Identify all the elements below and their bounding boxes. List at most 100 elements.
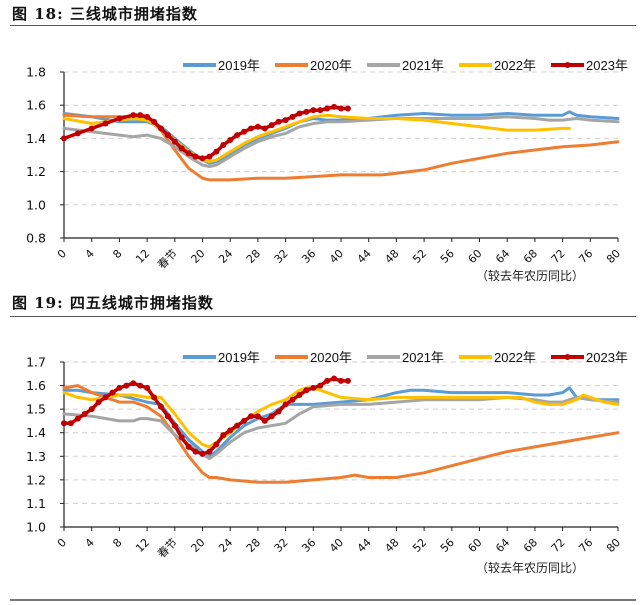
data-point: [289, 396, 296, 403]
figure-18-title-rule: [10, 25, 636, 26]
x-tick-label: 春节: [155, 247, 180, 272]
data-point: [151, 394, 158, 401]
x-tick-label: 0: [55, 247, 69, 261]
y-tick-label: 1.8: [26, 65, 46, 80]
data-point: [74, 130, 81, 137]
data-point: [324, 377, 331, 384]
x-tick-label: 80: [604, 536, 623, 555]
y-tick-label: 1.5: [26, 402, 46, 417]
data-point: [338, 377, 344, 384]
data-point: [338, 105, 344, 112]
legend-label: 2021年: [402, 58, 444, 73]
legend-item: 2019年: [183, 58, 260, 73]
data-point: [213, 148, 220, 155]
data-point: [178, 145, 185, 152]
data-point: [220, 142, 227, 149]
legend-label: 2022年: [494, 58, 536, 73]
figure-19-chart: 1.01.11.21.31.41.51.61.70 4 8 12 春节 20 24 28 32 3…: [26, 350, 628, 575]
data-point: [317, 382, 324, 389]
data-point: [344, 377, 351, 384]
data-point: [102, 120, 109, 127]
data-point: [331, 375, 338, 382]
figure-18-chart: 0.81.01.21.41.61.80 4 8 12 春节 20 24 28 32 36 40 44 4…: [26, 58, 628, 283]
legend-label: 2023年: [586, 58, 628, 73]
data-point: [275, 118, 282, 125]
y-tick-label: 1.3: [26, 449, 46, 464]
x-tick-label: 76: [576, 247, 595, 266]
legend-item: 2021年: [367, 58, 444, 73]
x-tick-label: 60: [466, 536, 485, 555]
data-point: [220, 432, 227, 439]
data-point: [144, 113, 151, 120]
x-tick-label: 56: [438, 536, 457, 555]
data-point: [247, 413, 254, 420]
data-point: [130, 112, 137, 119]
data-point: [275, 408, 282, 415]
data-point: [88, 406, 95, 413]
y-tick-label: 1.2: [26, 472, 46, 487]
x-tick-label: 68: [521, 536, 540, 555]
data-point: [310, 384, 317, 391]
x-tick-label: 20: [189, 536, 208, 555]
x-tick-label: 4: [83, 536, 97, 550]
data-point: [199, 450, 206, 457]
x-tick-label: 28: [244, 536, 263, 555]
x-tick-label: 40: [327, 247, 346, 266]
x-tick-label: 52: [410, 247, 429, 266]
x-axis-title: （较去年农历同比）: [476, 268, 584, 283]
x-tick-label: 80: [604, 247, 623, 266]
data-point: [213, 441, 220, 448]
bottom-rule: [10, 599, 636, 601]
data-point: [254, 123, 261, 130]
x-tick-label: 44: [355, 536, 374, 555]
x-tick-label: 24: [216, 536, 235, 555]
x-tick-label: 28: [244, 247, 263, 266]
data-point: [102, 394, 109, 401]
y-tick-label: 1.2: [26, 164, 46, 179]
data-point: [157, 403, 164, 410]
data-point: [151, 118, 158, 125]
legend-item: 2021年: [367, 350, 444, 365]
x-tick-label: 4: [83, 247, 97, 261]
data-point: [164, 413, 171, 420]
data-point: [185, 150, 192, 157]
data-point: [206, 153, 213, 160]
x-tick-label: 48: [382, 247, 401, 266]
data-point: [192, 153, 199, 160]
data-point: [116, 115, 123, 122]
data-point: [331, 103, 338, 110]
data-point: [144, 384, 151, 391]
data-point: [199, 155, 206, 162]
legend-item: 2022年: [459, 350, 536, 365]
legend-label: 2023年: [586, 350, 628, 365]
data-point: [296, 392, 303, 398]
legend-marker: [564, 354, 571, 360]
data-point: [137, 382, 144, 389]
data-point: [268, 122, 275, 129]
data-point: [234, 132, 241, 139]
y-tick-label: 1.4: [26, 425, 46, 440]
data-point: [192, 448, 199, 455]
data-point: [317, 107, 324, 114]
data-point: [282, 117, 289, 124]
legend-label: 2022年: [494, 350, 536, 365]
y-tick-label: 1.4: [26, 131, 46, 146]
data-point: [123, 382, 130, 389]
legend-label: 2019年: [218, 350, 260, 365]
data-point: [61, 420, 67, 427]
legend-label: 2021年: [402, 350, 444, 365]
data-point: [206, 448, 213, 455]
y-tick-label: 0.8: [26, 231, 46, 246]
figure-19-title: 图 19: 四五线城市拥堵指数: [12, 294, 214, 312]
x-tick-label: 32: [272, 247, 291, 266]
data-point: [116, 384, 123, 391]
data-point: [261, 417, 268, 424]
data-point: [227, 137, 234, 144]
legend-item: 2022年: [459, 58, 536, 73]
x-tick-label: 64: [493, 247, 512, 266]
series-line-2020: [62, 113, 620, 182]
data-point: [227, 427, 234, 434]
data-point: [130, 380, 137, 387]
x-tick-label: 40: [327, 536, 346, 555]
legend-label: 2020年: [310, 58, 352, 73]
